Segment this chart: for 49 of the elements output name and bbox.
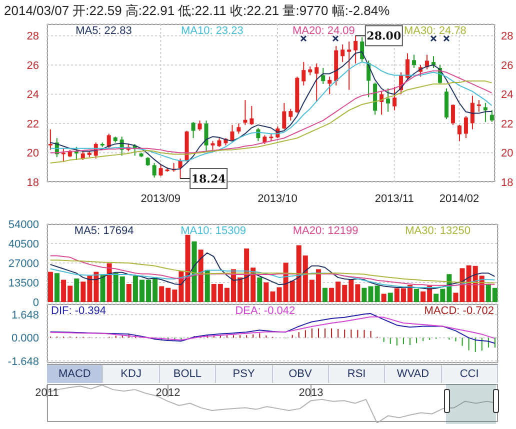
y-tick-label: 54000 bbox=[8, 218, 39, 231]
x-tick-label: 2012 bbox=[156, 387, 180, 399]
text: CCI bbox=[442, 365, 498, 383]
x-tick-label: 2014/02 bbox=[439, 193, 480, 205]
text: BOLL bbox=[160, 365, 216, 383]
y2-tick-label: 18 bbox=[501, 176, 514, 189]
text: KDJ bbox=[103, 365, 160, 383]
y-tick-label: 40500 bbox=[8, 238, 39, 250]
text: MA10: 23.23 bbox=[180, 25, 244, 37]
text: MA30: 24.78 bbox=[404, 25, 466, 37]
chart-title: 2014/03/07 开:22.59 高:22.91 低:22.11 收:22.21 量:9770 幅:-2.84% bbox=[4, 2, 390, 20]
annotation: 18.24 bbox=[191, 172, 226, 186]
y2-tick-label: 28 bbox=[501, 30, 514, 43]
x-tick-label: 2013/11 bbox=[374, 193, 414, 205]
y-tick-label: 27000 bbox=[8, 258, 39, 270]
text: MA30: 13250 bbox=[405, 225, 471, 237]
x-tick-label: 2013/10 bbox=[258, 193, 298, 205]
annotation: 28.00 bbox=[366, 30, 402, 43]
text: MA5: 17694 bbox=[74, 225, 134, 237]
text: PSY bbox=[216, 365, 272, 383]
x-tick-label: 2013 bbox=[298, 387, 324, 399]
series-label: MACD: -0.702 bbox=[424, 305, 494, 317]
y-tick-label: -1.648 bbox=[8, 356, 39, 368]
text: MA10: 15309 bbox=[180, 225, 246, 237]
x-tick-label: 2011 bbox=[35, 387, 59, 399]
x-tick-label: 2013/09 bbox=[140, 193, 181, 205]
y-tick-label: 18 bbox=[26, 176, 39, 189]
y-tick-label: 0.000 bbox=[11, 332, 39, 345]
y2-tick-label: 22 bbox=[501, 118, 514, 130]
y-tick-label: 0 bbox=[32, 296, 39, 309]
y-tick-label: 13500 bbox=[8, 277, 39, 290]
y-tick-label: 24 bbox=[26, 89, 39, 102]
text: MACD bbox=[47, 365, 104, 383]
text: MA5: 22.83 bbox=[76, 25, 132, 37]
y2-tick-label: 20 bbox=[501, 148, 514, 160]
y-tick-label: 1.648 bbox=[11, 309, 39, 322]
y2-tick-label: 26 bbox=[501, 60, 514, 72]
y-tick-label: 28 bbox=[26, 30, 39, 43]
text: RSI bbox=[328, 365, 386, 383]
y-tick-label: 20 bbox=[26, 148, 39, 160]
y2-tick-label: 24 bbox=[501, 89, 514, 102]
y-tick-label: 22 bbox=[26, 118, 39, 130]
y-tick-label: 26 bbox=[26, 60, 39, 72]
text: MA20: 12199 bbox=[292, 225, 358, 237]
text: OBV bbox=[272, 365, 329, 383]
text: WVAD bbox=[385, 365, 442, 383]
series-label: DEA: -0.042 bbox=[235, 305, 296, 317]
series-label: DIF: -0.394 bbox=[51, 305, 106, 317]
text: MA20: 24.09 bbox=[292, 25, 355, 37]
